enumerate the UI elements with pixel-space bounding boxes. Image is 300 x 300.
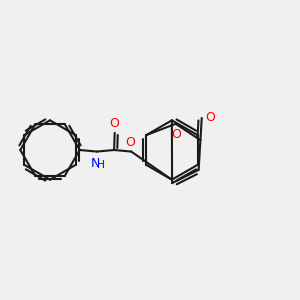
- Text: O: O: [125, 136, 135, 149]
- Text: O: O: [205, 111, 215, 124]
- Text: H: H: [97, 160, 105, 170]
- Text: N: N: [91, 157, 100, 170]
- Text: O: O: [110, 117, 120, 130]
- Text: O: O: [172, 128, 182, 141]
